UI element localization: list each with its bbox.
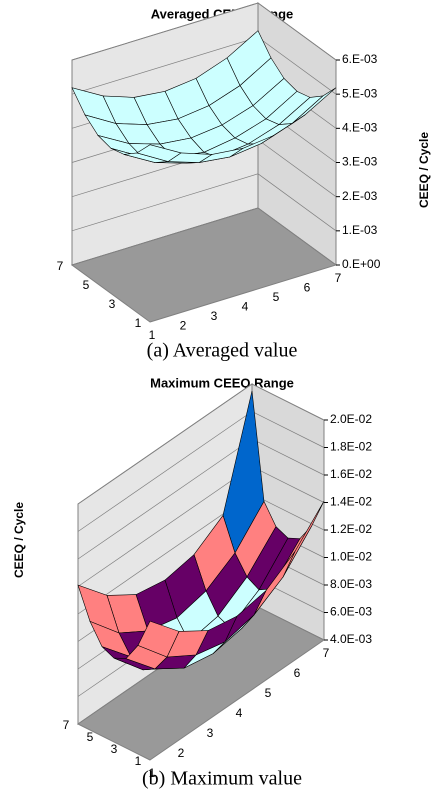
z-tick-label: 1.8E-02	[330, 440, 372, 454]
y-tick-label: 3	[109, 297, 116, 311]
x-tick-label: 2	[180, 319, 187, 333]
chart-title: Maximum CEEQ Range	[150, 375, 294, 390]
z-tick-label: 1.6E-02	[330, 467, 372, 481]
y-tick-label: 3	[111, 742, 118, 756]
y-tick-label: 1	[135, 316, 142, 330]
y-tick-label: 7	[57, 259, 64, 273]
z-tick-label: 1.4E-02	[330, 495, 372, 509]
z-tick-label: 2.E-03	[342, 189, 378, 203]
x-tick-label: 4	[242, 300, 249, 314]
x-tick-label: 5	[265, 686, 272, 700]
x-tick-label: 1	[149, 766, 156, 780]
z-tick-label: 2.0E-02	[330, 412, 372, 426]
z-tick-label: 1.E-03	[342, 223, 378, 237]
caption: (b) Maximum value	[142, 768, 302, 790]
y-tick-label: 5	[87, 730, 94, 744]
caption: (a) Averaged value	[147, 340, 298, 362]
z-tick-label: 4.0E-03	[330, 632, 372, 646]
x-tick-label: 6	[294, 666, 301, 680]
x-tick-label: 6	[304, 281, 311, 295]
figure: Averaged CEEQ Range (a) Averaged value M…	[0, 0, 445, 796]
x-tick-label: 3	[207, 726, 214, 740]
x-tick-label: 7	[323, 646, 330, 660]
z-tick-label: 4.E-03	[342, 121, 378, 135]
x-tick-label: 4	[236, 706, 243, 720]
z-tick-label: 1.2E-02	[330, 522, 372, 536]
x-tick-label: 3	[211, 309, 218, 323]
z-tick-label: 6.0E-03	[330, 605, 372, 619]
z-tick-label: 3.E-03	[342, 155, 378, 169]
y-tick-label: 7	[63, 718, 70, 732]
y-tick-label: 1	[135, 754, 142, 768]
x-tick-label: 1	[149, 328, 156, 342]
z-axis-label: CEEQ / Cycle	[12, 502, 26, 578]
y-tick-label: 5	[83, 278, 90, 292]
x-tick-label: 7	[335, 271, 342, 285]
x-tick-label: 5	[273, 290, 280, 304]
z-tick-label: 6.E-03	[342, 52, 378, 66]
z-tick-label: 5.E-03	[342, 86, 378, 100]
z-tick-label: 8.0E-03	[330, 577, 372, 591]
x-tick-label: 2	[178, 746, 185, 760]
z-tick-label: 1.0E-02	[330, 550, 372, 564]
z-axis-label: CEEQ / Cycle	[417, 132, 431, 208]
z-tick-label: 0.E+00	[342, 257, 381, 271]
